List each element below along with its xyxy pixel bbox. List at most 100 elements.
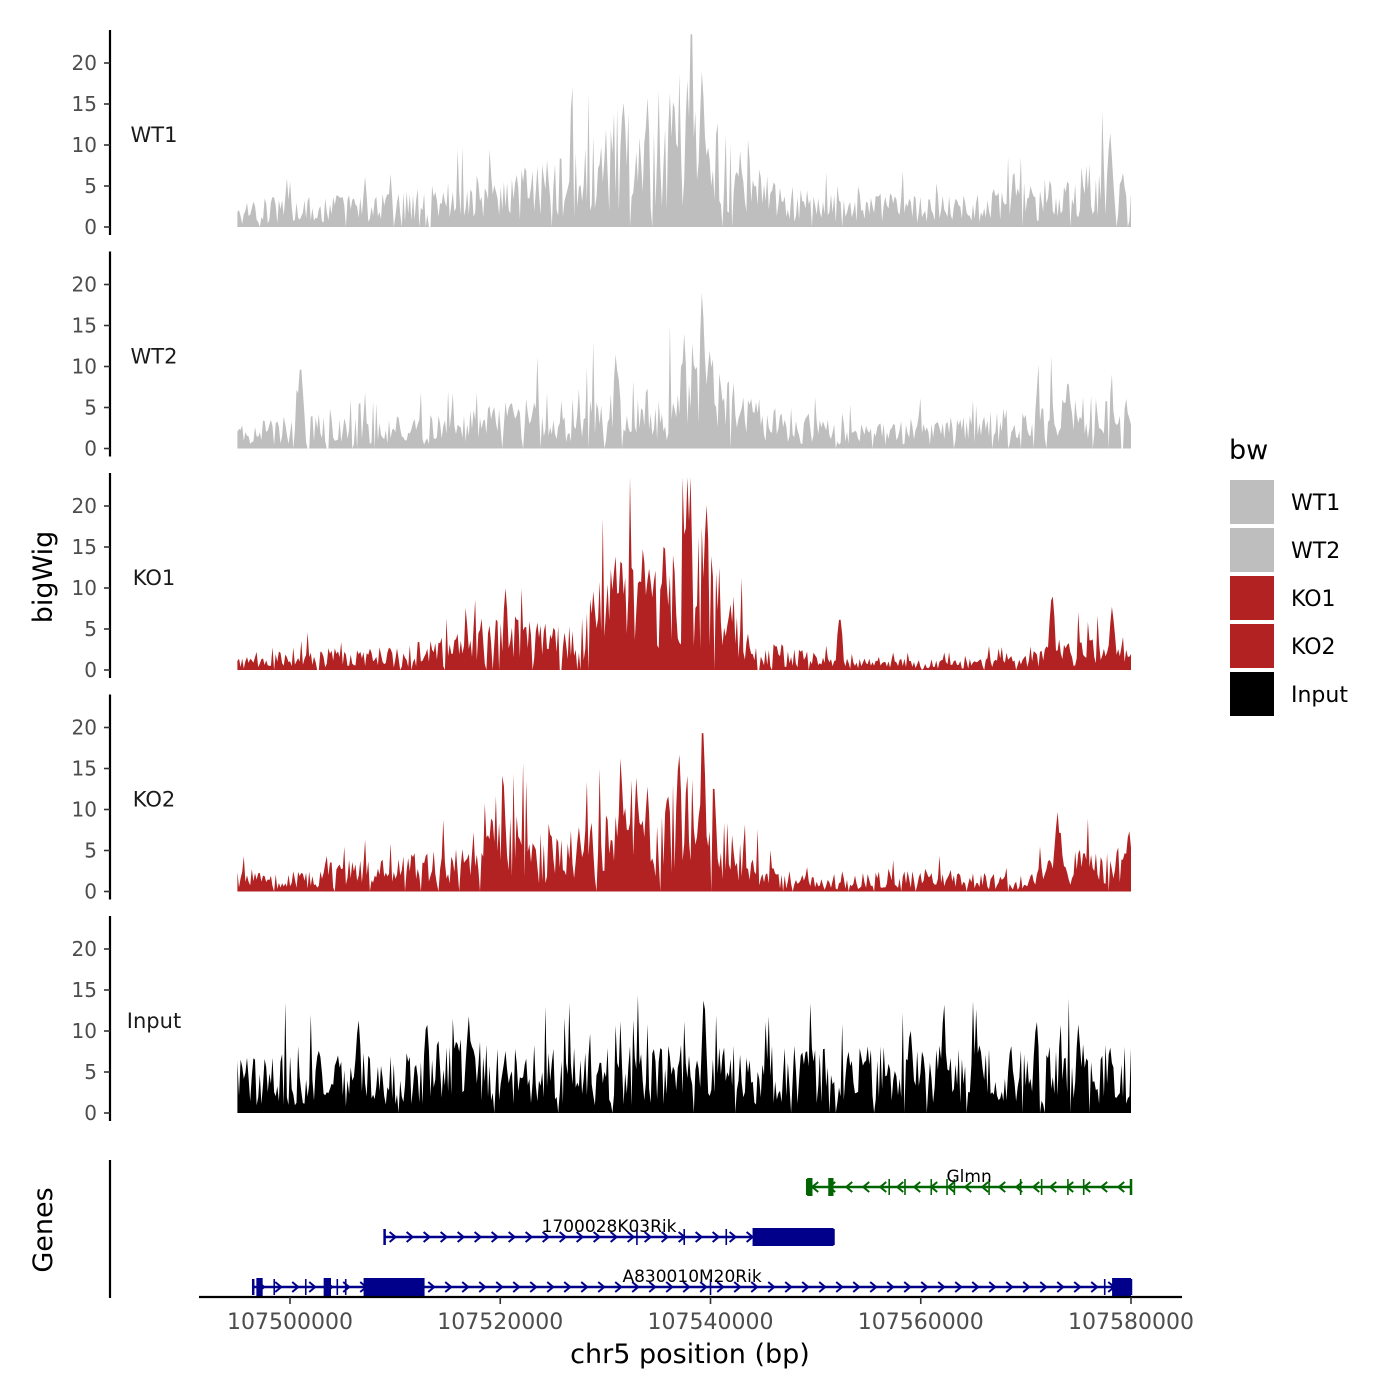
- strand-arrow: [1031, 1181, 1040, 1193]
- strand-arrow: [461, 1281, 470, 1293]
- strand-arrow: [818, 1281, 827, 1293]
- y-tick-label: 15: [72, 757, 97, 781]
- strand-arrow: [852, 1281, 861, 1293]
- strand-arrow: [728, 1231, 738, 1243]
- y-tick-label: 0: [84, 880, 97, 904]
- coverage-area-input: [237, 995, 1131, 1113]
- gene-1700028k03rik: 1700028K03Rik: [383, 1217, 835, 1246]
- legend-title: bw: [1229, 435, 1268, 466]
- exon-block: [363, 1278, 425, 1296]
- legend-key-input: [1230, 672, 1274, 716]
- strand-arrow: [716, 1281, 725, 1293]
- strand-arrow: [699, 1281, 708, 1293]
- y-tick-label: 10: [72, 576, 97, 600]
- strand-arrow: [473, 1231, 483, 1243]
- strand-arrow: [861, 1181, 870, 1193]
- strand-arrow: [767, 1281, 776, 1293]
- strand-arrow: [609, 1231, 619, 1243]
- y-tick-label: 20: [72, 273, 97, 297]
- track-label: Input: [127, 1009, 181, 1033]
- y-tick-label: 20: [72, 51, 97, 75]
- strand-arrow: [478, 1281, 487, 1293]
- y-tick-label: 15: [72, 535, 97, 559]
- x-tick-label: 107520000: [437, 1310, 563, 1335]
- strand-arrow: [711, 1231, 721, 1243]
- y-tick-label: 0: [84, 437, 97, 461]
- strand-arrow: [1039, 1281, 1048, 1293]
- strand-arrow: [563, 1281, 572, 1293]
- strand-arrow: [1056, 1281, 1065, 1293]
- gene-label: Glmn: [946, 1167, 991, 1187]
- strand-arrow: [648, 1281, 657, 1293]
- y-tick-label: 5: [84, 839, 97, 863]
- y-tick-label: 10: [72, 133, 97, 157]
- track-label: WT2: [131, 345, 178, 369]
- y-tick-label: 5: [84, 617, 97, 641]
- strand-arrow: [733, 1281, 742, 1293]
- exon-block: [807, 1178, 813, 1196]
- y-tick-label: 15: [72, 314, 97, 338]
- strand-arrow: [886, 1281, 895, 1293]
- strand-arrow: [490, 1231, 500, 1243]
- track-label: KO1: [133, 566, 176, 590]
- strand-arrow: [1005, 1281, 1014, 1293]
- strand-arrow: [274, 1281, 283, 1293]
- x-tick-label: 107540000: [648, 1310, 774, 1335]
- strand-arrow: [643, 1231, 653, 1243]
- strand-arrow: [592, 1231, 602, 1243]
- exon-block: [256, 1278, 263, 1296]
- strand-arrow: [444, 1281, 453, 1293]
- track-label: WT1: [131, 123, 178, 147]
- strand-arrow: [844, 1181, 853, 1193]
- strand-arrow: [750, 1281, 759, 1293]
- strand-arrow: [388, 1231, 398, 1243]
- legend-label: KO1: [1291, 587, 1336, 612]
- legend-label: WT2: [1291, 539, 1340, 564]
- y-tick-label: 5: [84, 174, 97, 198]
- x-tick-label: 107560000: [858, 1310, 984, 1335]
- strand-arrow: [1022, 1281, 1031, 1293]
- genes-axis-title: Genes: [28, 1187, 59, 1272]
- gene-label: 1700028K03Rik: [542, 1217, 677, 1237]
- strand-arrow: [912, 1181, 921, 1193]
- track-wt1: 0 5 10 15 20 WT1: [72, 30, 1131, 239]
- legend-label: Input: [1291, 683, 1348, 708]
- y-tick-label: 10: [72, 1019, 97, 1043]
- track-wt2: 0 5 10 15 20 WT2: [72, 251, 1131, 461]
- x-axis-title: chr5 position (bp): [570, 1339, 810, 1370]
- y-axis-title: bigWig: [28, 531, 59, 624]
- y-tick-label: 15: [72, 978, 97, 1002]
- y-tick-label: 5: [84, 396, 97, 420]
- strand-arrow: [456, 1231, 466, 1243]
- strand-arrow: [694, 1231, 704, 1243]
- x-tick-label: 107580000: [1068, 1310, 1194, 1335]
- legend-key-ko2: [1230, 624, 1274, 668]
- strand-arrow: [869, 1281, 878, 1293]
- track-ko1: 0 5 10 15 20 KO1: [72, 473, 1131, 682]
- exon-block: [323, 1278, 331, 1296]
- coverage-area-wt2: [237, 292, 1131, 449]
- y-tick-label: 20: [72, 716, 97, 740]
- strand-arrow: [903, 1281, 912, 1293]
- strand-arrow: [660, 1231, 670, 1243]
- gene-label: A830010M20Rik: [622, 1267, 761, 1287]
- y-tick-label: 10: [72, 355, 97, 379]
- y-tick-label: 0: [84, 215, 97, 239]
- strand-arrow: [512, 1281, 521, 1293]
- strand-arrow: [835, 1281, 844, 1293]
- coverage-tracks: 0 5 10 15 20 WT1 0 5 10 15 20 WT2 0 5 10 15 20 KO1 0 5 10 15 2…: [72, 30, 1131, 1125]
- strand-arrow: [801, 1281, 810, 1293]
- track-label: KO2: [133, 788, 176, 812]
- x-axis: chr5 position (bp) 107500000 107520000 107…: [199, 1295, 1194, 1370]
- strand-arrow: [631, 1281, 640, 1293]
- y-tick-label: 0: [84, 1101, 97, 1125]
- strand-arrow: [937, 1281, 946, 1293]
- strand-arrow: [575, 1231, 585, 1243]
- x-tick-label: 107500000: [227, 1310, 353, 1335]
- exon-block: [752, 1228, 834, 1246]
- y-tick-label: 10: [72, 798, 97, 822]
- strand-arrow: [954, 1281, 963, 1293]
- strand-arrow: [1048, 1181, 1057, 1193]
- strand-arrow: [997, 1181, 1006, 1193]
